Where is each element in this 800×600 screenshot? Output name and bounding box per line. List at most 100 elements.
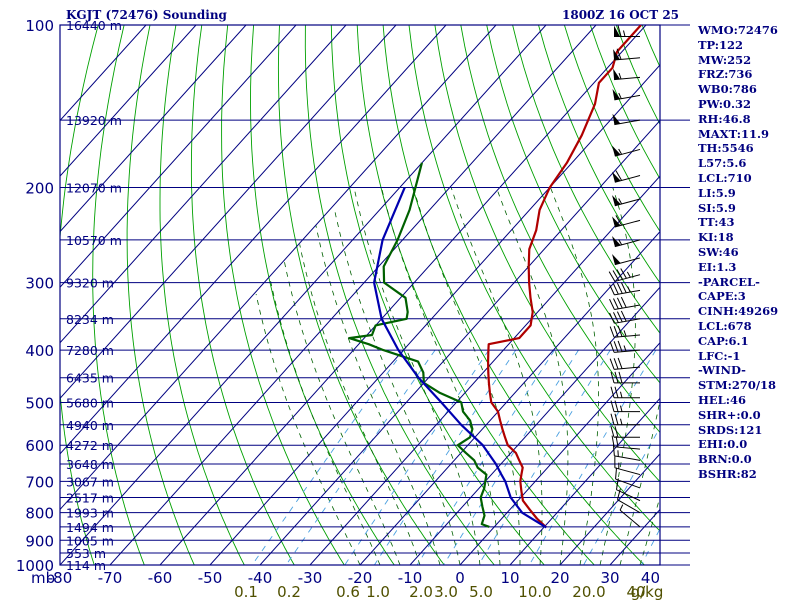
temperature-tick-label: 40 — [641, 569, 660, 587]
temperature-tick-label: -50 — [198, 569, 223, 587]
barb-half-flag — [618, 198, 623, 205]
isotherm — [259, 119, 660, 565]
height-label: 13920 m — [66, 113, 122, 128]
isotherm — [209, 64, 660, 565]
barb-staff — [614, 175, 641, 183]
barb-flag — [616, 488, 621, 500]
index-item: CINH:49269 — [698, 304, 779, 319]
index-item: SRDS:121 — [698, 422, 763, 437]
height-label: 114 m — [66, 558, 106, 573]
height-label: 5680 m — [66, 395, 114, 410]
wind-barb — [608, 268, 641, 282]
moist-adiabat — [334, 209, 461, 565]
barb-flag — [616, 297, 623, 309]
barb-flag — [616, 311, 623, 323]
temperature-tick-label: 30 — [600, 569, 619, 587]
barb-flag — [618, 371, 623, 384]
height-label: 1494 m — [66, 520, 114, 535]
temperature-tick-label: -70 — [98, 569, 123, 587]
barb-flag — [620, 282, 627, 293]
height-label: 3067 m — [66, 474, 114, 489]
isotherm — [60, 25, 197, 177]
index-item: KI:18 — [698, 230, 734, 245]
wind-barb — [612, 113, 641, 126]
barb-flag — [620, 310, 627, 322]
mixing-ratio-line — [478, 349, 611, 565]
index-item: PW:0.32 — [698, 96, 752, 111]
barb-half-flag — [620, 418, 623, 425]
wind-barb — [609, 282, 641, 296]
height-label: 4272 m — [66, 438, 114, 453]
wind-barb — [610, 413, 640, 426]
wind-barb — [612, 235, 641, 248]
dry-adiabat — [356, 25, 595, 565]
barb-half-flag — [618, 72, 622, 80]
index-item: TT:43 — [698, 215, 735, 230]
barb-half-flag — [618, 92, 622, 99]
barb-flag — [616, 269, 624, 280]
station-title: KGJT (72476) Sounding — [66, 8, 227, 22]
index-item: -PARCEL- — [698, 274, 760, 289]
wind-barb — [612, 145, 641, 157]
mixing-ratio-label: 2.0 — [409, 583, 433, 600]
wind-barb — [609, 296, 641, 311]
index-item: TH:5546 — [698, 141, 754, 156]
barb-staff — [614, 57, 641, 61]
temperature-tick-label: 0 — [455, 569, 465, 587]
dewpoint-trace — [348, 162, 490, 528]
barb-half-flag — [618, 148, 623, 155]
sounding-time: 1800Z 16 OCT 25 — [562, 8, 680, 22]
temperature-tick-label: -20 — [348, 569, 373, 587]
pressure-tick-label: 900 — [25, 532, 54, 550]
barb-flag — [615, 215, 623, 226]
wind-barb — [615, 467, 641, 489]
mixing-ratio-line — [344, 349, 490, 565]
dry-adiabats — [60, 25, 660, 565]
index-item: -WIND- — [698, 363, 746, 378]
pressure-tick-label: 800 — [25, 505, 54, 523]
barb-staff — [616, 489, 641, 502]
index-item: MW:252 — [698, 52, 752, 67]
index-item: BSHR:82 — [698, 466, 757, 481]
wind-barb — [615, 478, 641, 502]
barb-pennant — [612, 113, 621, 125]
index-item: CAPE:3 — [698, 289, 746, 304]
height-label: 8234 m — [66, 312, 114, 327]
index-item: EHI:0.0 — [698, 437, 748, 452]
wind-barb — [609, 325, 641, 338]
index-item: LI:5.9 — [698, 185, 736, 200]
plot-frame — [59, 24, 661, 566]
dry-adiabat — [408, 25, 660, 532]
barb-pennant — [612, 235, 621, 247]
temperature-axis: -80 -70 -60 -50 -40 -30 -20 -10 0 10 20 30 40 — [48, 569, 660, 587]
barb-flag — [610, 426, 615, 438]
barb-half-flag — [620, 405, 623, 412]
mixing-ratio-label: 3.0 — [434, 583, 458, 600]
temperature-tick-label: -60 — [148, 569, 173, 587]
isotherm — [60, 25, 297, 288]
barb-pennant — [613, 68, 621, 80]
barb-staff — [614, 119, 641, 126]
mixing-ratio-labels: 0.1 0.2 0.6 1.0 2.0 3.0 5.0 10.0 20.0 40g/kg — [234, 583, 663, 600]
stability-indices-panel: WMO:72476 TP:122 MW:252 FRZ:736 WB0:786 PW:0.… — [698, 23, 798, 482]
mixing-ratio-label: 20.0 — [572, 583, 605, 600]
pressure-tick-label: 600 — [25, 437, 54, 455]
mixing-ratio-label: 5.0 — [469, 583, 493, 600]
barb-flag — [617, 325, 623, 337]
index-item: SW:46 — [698, 244, 739, 259]
isotherm — [60, 25, 547, 565]
barb-flag — [620, 296, 627, 308]
barb-flag — [610, 400, 615, 412]
temperature-tick-label: -10 — [398, 569, 423, 587]
wind-barbs — [608, 25, 641, 528]
pressure-tick-label: 400 — [25, 342, 54, 360]
barb-staff — [617, 499, 641, 514]
temperature-tick-label: -40 — [248, 569, 273, 587]
barb-staff — [614, 334, 641, 338]
mixing-ratio-line — [583, 426, 660, 565]
index-item: BRN:0.0 — [698, 452, 752, 467]
moist-adiabat — [315, 225, 441, 565]
barb-flag — [616, 282, 623, 294]
barb-flag — [613, 312, 619, 323]
